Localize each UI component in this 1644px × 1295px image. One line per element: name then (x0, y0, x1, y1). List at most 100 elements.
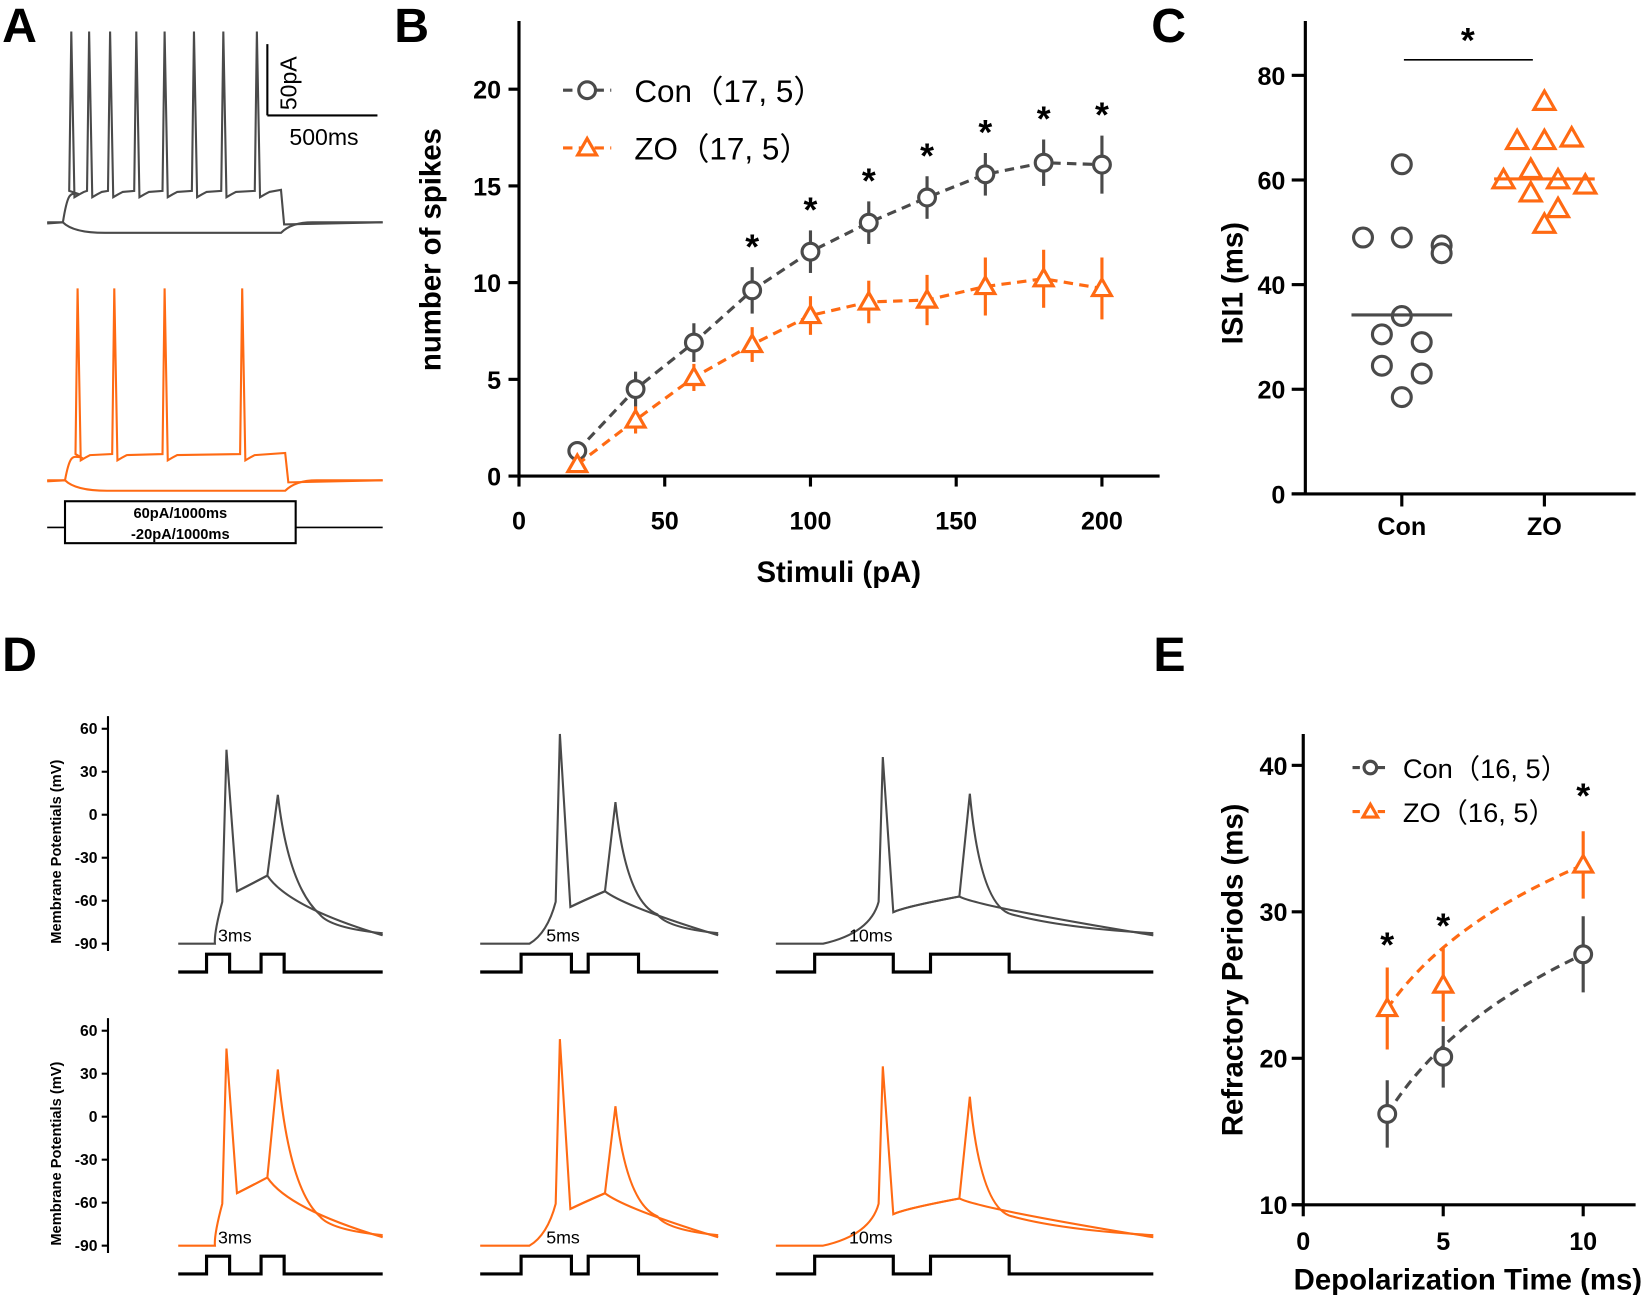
x-tick-label: 50 (651, 508, 679, 536)
circle-marker (1033, 152, 1054, 173)
membrane-y-axis-label: Membrane Potentials (mV) (49, 760, 65, 944)
triangle-marker (1503, 127, 1531, 151)
y-tick-label: 0 (89, 807, 98, 824)
triangle-marker (740, 331, 765, 354)
stimulus-protocol (480, 952, 719, 974)
y-tick-label: 0 (89, 1109, 98, 1126)
y-tick-label: 10 (473, 270, 501, 298)
triangle-marker (1031, 266, 1056, 288)
y-axis-label: ISI1 (ms) (1216, 222, 1249, 344)
triangle-marker (914, 287, 940, 309)
stim-label-hyperpolarizing: -20pA/1000ms (131, 527, 230, 543)
significance-star: * (1095, 95, 1109, 135)
stim-label-depolarizing: 60pA/1000ms (133, 506, 227, 522)
y-tick-label: -90 (75, 1238, 98, 1255)
depolarizing-trace (47, 31, 383, 226)
triangle-marker (856, 289, 881, 311)
x-tick-label: 5 (1436, 1228, 1450, 1256)
y-tick-label: 20 (1260, 1046, 1288, 1074)
y-tick-label: 0 (487, 464, 501, 492)
action-potential-trace (480, 1039, 719, 1247)
significance-star: * (862, 161, 876, 201)
y-tick-label: 15 (473, 173, 501, 201)
y-tick-label: 30 (80, 1066, 98, 1083)
circle-marker (1377, 1103, 1398, 1124)
circle-marker (1410, 362, 1433, 385)
significance-star: * (1380, 925, 1394, 965)
scale-time-label: 500ms (289, 124, 358, 150)
subthreshold-trace (569, 890, 719, 937)
stimulus-protocol (775, 952, 1154, 974)
y-tick-label: -30 (75, 850, 98, 867)
action-potential-trace (775, 756, 1154, 945)
y-tick-label: 20 (1257, 377, 1285, 405)
stimulus-protocol (178, 952, 383, 974)
y-axis-label: number of spikes (414, 128, 447, 371)
series-line-con (576, 161, 1102, 453)
circle-marker (1430, 242, 1453, 265)
y-tick-label: 5 (487, 367, 501, 395)
interval-label: 10ms (849, 1228, 893, 1248)
circle-marker (1352, 226, 1375, 249)
circle-marker (975, 164, 996, 185)
interval-label: 3ms (218, 1228, 252, 1248)
circle-marker (858, 212, 879, 233)
panel-e-chart: 10 20 30 40 0 5 10 Depolarization Time (ms) Refr… (1216, 733, 1642, 1295)
circle-marker (1390, 153, 1413, 176)
panel-d-traces: 60 30 0 -30 -60 -90 Membrane Potentials (mV) 3m… (49, 716, 1154, 1276)
triangle-marker (1572, 171, 1599, 195)
y-axis-label: Refractory Periods (ms) (1216, 804, 1249, 1137)
circle-marker (625, 379, 646, 399)
stimulus-protocol (775, 1254, 1154, 1276)
triangle-marker (1531, 127, 1558, 151)
x-tick-label: 0 (512, 508, 526, 536)
fit-curve-con (1385, 952, 1584, 1115)
triangle-marker (1375, 995, 1400, 1018)
fit-curve-zo (1385, 863, 1584, 1010)
panel-b-chart: 0 50 100 150 200 0 5 10 15 20 Stimuli (pA) number o… (414, 21, 1160, 589)
triangle-marker (1531, 87, 1558, 111)
significance-star: * (978, 113, 992, 153)
circle-marker (800, 241, 821, 262)
stimulus-protocol (480, 1254, 719, 1276)
stimulus-protocol (178, 1254, 383, 1276)
legend-label: ZO（17, 5） (634, 131, 810, 166)
panel-label-d: D (2, 628, 37, 682)
y-tick-label: 80 (1257, 63, 1285, 91)
membrane-y-axis-label: Membrane Potentials (mV) (49, 1061, 65, 1245)
circle-marker (1573, 944, 1594, 965)
triangle-marker (1431, 972, 1456, 994)
y-tick-label: 30 (1260, 899, 1288, 927)
x-tick-label: 100 (789, 508, 831, 536)
triangle-marker (1089, 275, 1115, 298)
y-tick-label: -60 (75, 893, 98, 910)
circle-marker (1370, 323, 1393, 346)
triangle-marker (574, 135, 600, 157)
significance-star: * (920, 136, 934, 176)
triangle-marker (1544, 195, 1572, 219)
subthreshold-trace (236, 874, 383, 937)
triangle-marker (681, 364, 707, 387)
y-tick-label: 10 (1260, 1192, 1288, 1220)
triangle-marker (565, 451, 590, 474)
circle-marker (683, 332, 704, 353)
significance-star: * (1461, 20, 1475, 60)
action-potential-trace (480, 733, 719, 945)
x-tick-label: 200 (1081, 508, 1123, 536)
y-tick-label: 60 (80, 721, 98, 738)
y-tick-label: 30 (80, 764, 98, 781)
y-tick-label: -30 (75, 1152, 98, 1169)
circle-marker (1390, 226, 1413, 249)
subthreshold-trace (892, 895, 1154, 937)
subthreshold-trace (569, 1192, 719, 1239)
x-tick-label: 10 (1569, 1228, 1597, 1256)
depolarizing-trace (47, 288, 383, 484)
panel-a-traces: 50pA 500ms 60pA/1000ms -20pA/1000ms (47, 31, 383, 545)
hyperpolarizing-trace (47, 479, 383, 492)
triangle-marker (1360, 801, 1381, 819)
legend-label: Con（16, 5） (1403, 753, 1568, 784)
circle-marker (1390, 386, 1413, 409)
triangle-marker (1517, 179, 1544, 203)
